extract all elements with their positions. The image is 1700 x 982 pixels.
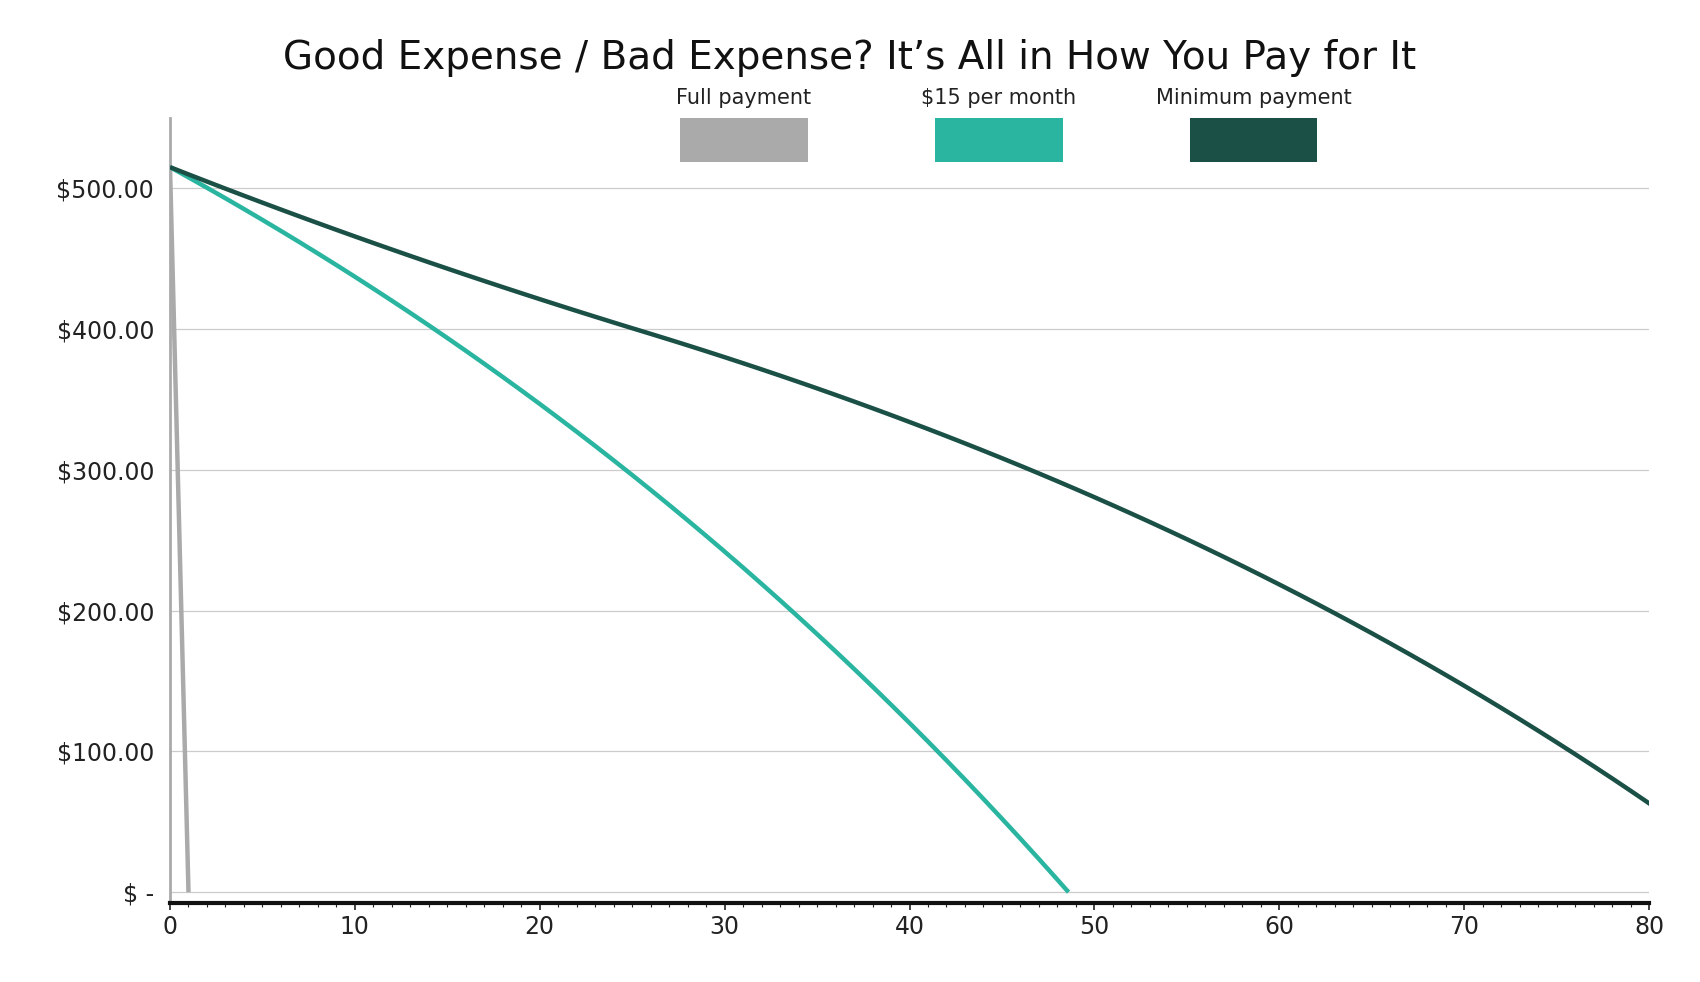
Text: Minimum payment: Minimum payment (1156, 88, 1352, 108)
Text: $15 per month: $15 per month (921, 88, 1076, 108)
Text: Full payment: Full payment (677, 88, 811, 108)
Text: Good Expense / Bad Expense? It’s All in How You Pay for It: Good Expense / Bad Expense? It’s All in … (284, 39, 1416, 78)
